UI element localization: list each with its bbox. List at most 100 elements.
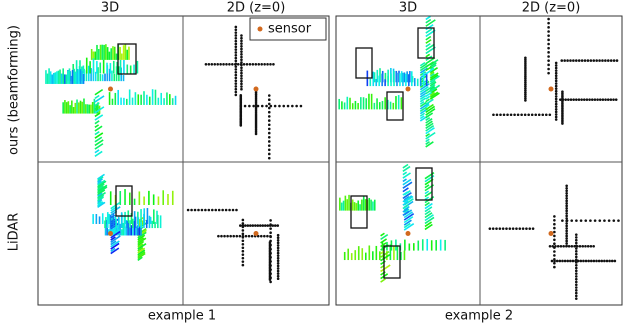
point [575,250,578,253]
point [234,63,237,66]
point [239,105,242,108]
point [282,105,285,108]
point [221,209,224,212]
point [557,245,560,248]
point [594,98,597,101]
point [277,234,280,237]
point [235,48,238,51]
point [268,153,271,156]
row-label: ours (beamforming) [7,25,22,155]
point [566,260,569,263]
point [575,289,578,292]
point [613,59,616,62]
point [589,219,592,222]
point [522,227,525,230]
point [269,223,272,226]
point [240,74,243,77]
point [237,63,240,66]
point [208,63,211,66]
point [247,224,250,227]
point [274,224,277,227]
point [240,53,243,56]
point [555,105,558,108]
point [503,113,506,116]
point [575,239,578,242]
point [565,217,568,220]
point [528,227,531,230]
point [575,297,578,300]
point-stroke [426,20,431,23]
sensor-marker [108,87,113,92]
point [235,94,238,97]
point [578,59,581,62]
point [268,111,271,114]
point [555,80,558,83]
point [513,113,516,116]
point [277,259,280,262]
point [235,65,238,68]
point [565,189,568,192]
point [235,85,238,88]
point [492,113,495,116]
point [235,57,238,60]
point [575,233,578,236]
point [242,229,245,232]
point [268,157,271,160]
point [235,74,238,77]
point [291,105,294,108]
point [565,232,568,235]
point [268,103,271,106]
point [560,245,563,248]
point [252,63,255,66]
point [211,63,214,66]
point [515,227,518,230]
point [560,59,563,62]
point [235,79,238,82]
point [534,113,537,116]
point [235,88,238,91]
point [561,260,564,263]
point [565,242,568,245]
point [492,227,495,230]
point [277,272,280,275]
legend-marker [258,27,263,32]
point [553,266,556,269]
point [572,260,575,263]
point [256,224,259,227]
point [204,209,207,212]
point [214,209,217,212]
point [245,235,248,238]
point [527,113,530,116]
point [239,224,242,227]
point [567,98,570,101]
point [549,113,552,116]
point [240,50,243,53]
point [565,210,568,213]
point [300,105,303,108]
point [277,244,280,247]
point [235,77,238,80]
point [570,98,573,101]
point [575,272,578,275]
highlight-box [356,48,372,78]
point [565,207,568,210]
point [565,222,568,225]
point [555,62,558,65]
point [190,209,193,212]
point [603,260,606,263]
point [547,59,550,62]
point [565,200,568,203]
point [249,224,252,227]
point [547,64,550,67]
point [595,59,598,62]
point [242,246,245,249]
point [240,40,243,43]
point [575,253,578,256]
point [547,47,550,50]
point [240,88,243,91]
point-stroke [381,233,385,236]
point [555,72,558,75]
point [581,245,584,248]
point [549,245,552,248]
point [240,66,243,69]
